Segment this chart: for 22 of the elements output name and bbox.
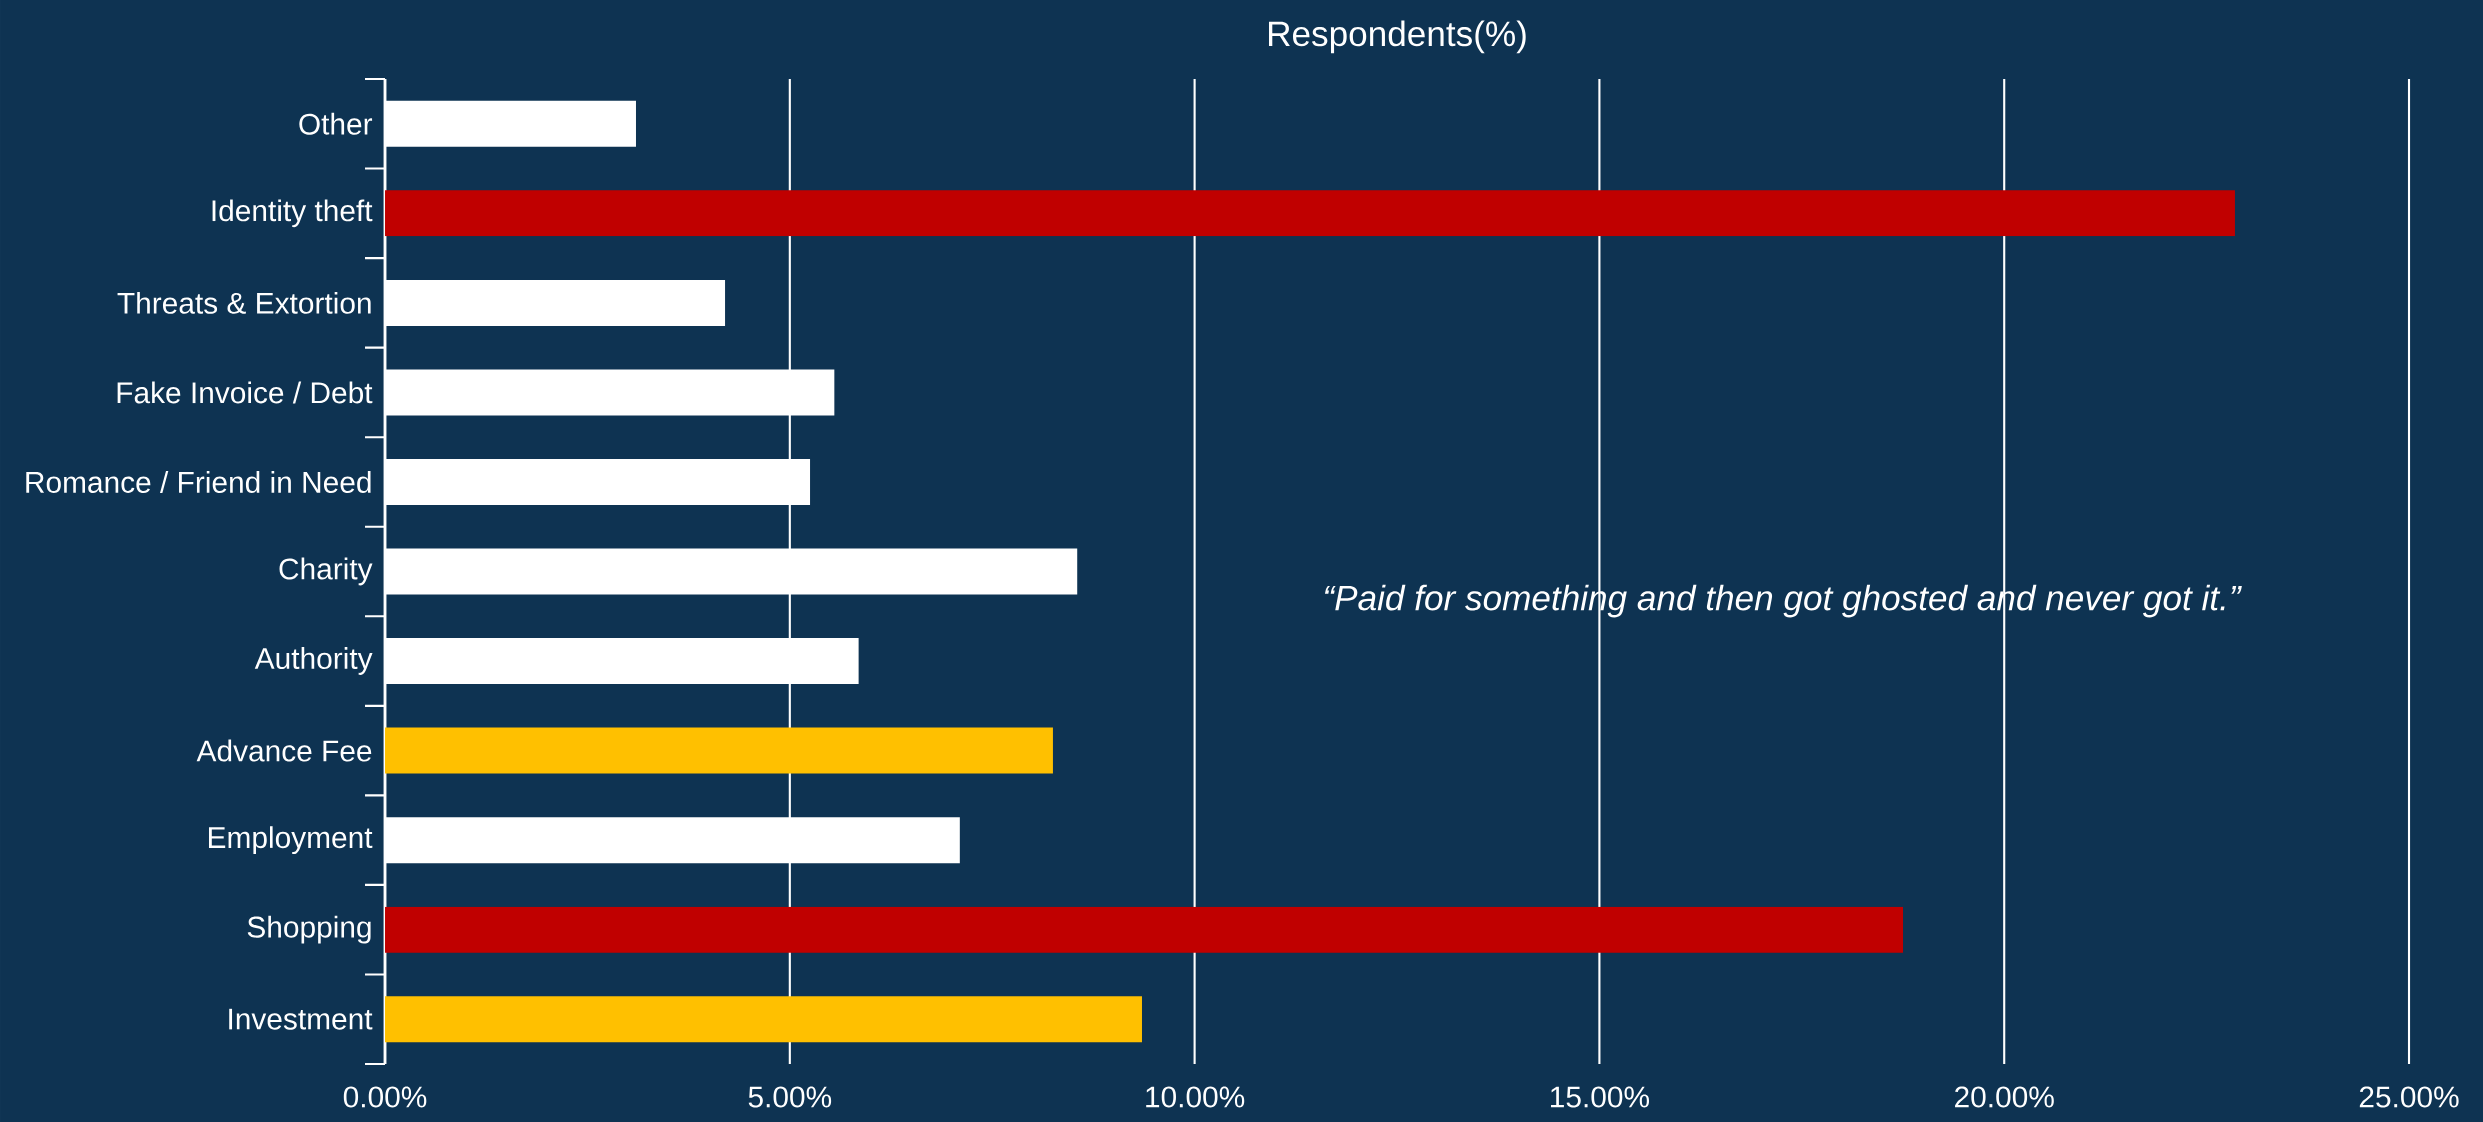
chart-title: Respondents(%)	[1268, 20, 1526, 54]
bar	[385, 727, 1053, 774]
bar	[385, 190, 2235, 237]
y-tick-label: Romance / Friend in Need	[26, 470, 371, 493]
y-tick-label: Employment	[208, 826, 373, 855]
x-tick-label: 20.00%	[1955, 1086, 2054, 1108]
y-tick-label: Investment	[229, 1008, 373, 1030]
x-tick-label: 25.00%	[2359, 1086, 2459, 1108]
x-tick-label: 5.00%	[748, 1086, 832, 1108]
y-tick-label: Shopping	[247, 915, 371, 944]
y-tick-label: Authority	[254, 647, 373, 675]
y-tick-label: Advance Fee	[196, 739, 372, 762]
y-tick-label: Fake Invoice / Debt	[117, 381, 373, 404]
x-tick-label: 0.00%	[343, 1086, 427, 1108]
bar	[385, 996, 1142, 1043]
x-tick-label: 15.00%	[1551, 1086, 1650, 1108]
y-tick-label: Charity	[279, 557, 373, 586]
y-tick-label: Other	[299, 112, 373, 135]
y-tick-label: Identity theft	[212, 199, 373, 228]
x-tick-label: 10.00%	[1146, 1086, 1245, 1108]
bar	[385, 906, 1904, 953]
y-tick-label: Threats & Extortion	[117, 291, 371, 314]
